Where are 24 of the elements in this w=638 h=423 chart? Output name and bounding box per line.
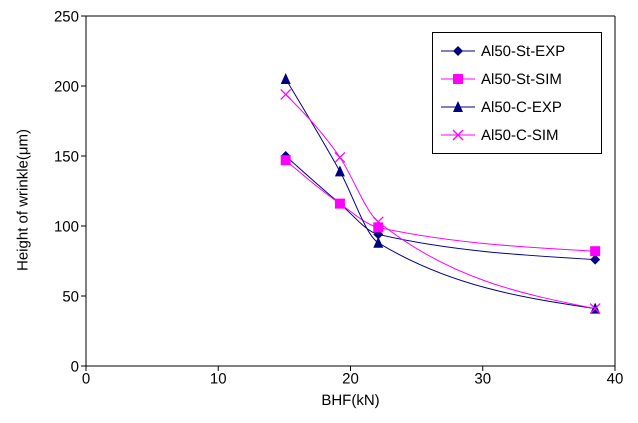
point: [280, 73, 291, 84]
x-tick-label: 30: [474, 370, 492, 388]
legend-label: Al50-C-EXP: [481, 98, 562, 116]
legend-label: Al50-St-SIM: [481, 70, 562, 88]
point: [280, 88, 292, 100]
x-tick-label: 20: [342, 370, 359, 388]
y-axis-title: Height of wrinkle(μm): [14, 128, 32, 271]
y-tick-label: 250: [54, 8, 79, 26]
y-tick-label: 50: [62, 288, 79, 306]
x-tick-label: 40: [606, 370, 624, 388]
y-tick-label: 100: [54, 218, 79, 236]
y-tick-label: 150: [54, 148, 79, 166]
x-axis-title: BHF(kN): [321, 392, 380, 409]
y-tick-label: 0: [70, 358, 79, 376]
point: [590, 254, 600, 265]
legend-label: Al50-C-SIM: [481, 126, 559, 144]
legend-label: Al50-St-EXP: [481, 42, 566, 60]
point: [334, 165, 345, 176]
point: [280, 155, 291, 166]
x-tick-label: 10: [210, 370, 227, 388]
y-tick-label: 200: [54, 78, 79, 96]
point: [334, 152, 346, 164]
x-tick-label: 0: [82, 370, 90, 388]
point: [590, 246, 600, 256]
